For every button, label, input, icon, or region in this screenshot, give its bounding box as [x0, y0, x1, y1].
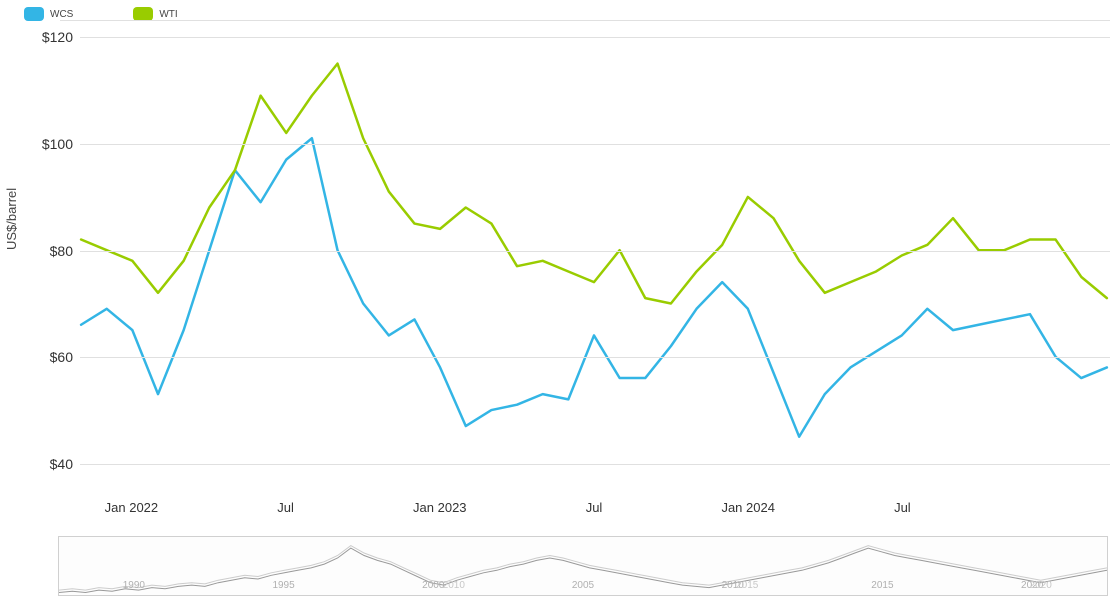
range-tick-label-ghost: 2010 [443, 580, 465, 591]
range-tick-label-ghost: 2015 [736, 580, 758, 591]
legend-label-wti: WTI [159, 9, 177, 20]
x-tick-label: Jul [586, 500, 603, 515]
legend-item-wti[interactable]: WTI [133, 7, 177, 21]
range-tick-label: 2000 [422, 580, 444, 591]
x-tick-label: Jan 2022 [105, 500, 159, 515]
plot-area[interactable]: $40$60$80$100$120Jan 2022JulJan 2023JulJ… [60, 20, 1110, 490]
series-line-wcs [81, 138, 1107, 436]
range-tick-label: 2015 [871, 580, 893, 591]
range-tick-label: 1995 [272, 580, 294, 591]
y-tick-label: $60 [18, 349, 73, 365]
gridline [80, 37, 1110, 38]
gridline [80, 251, 1110, 252]
y-tick-label: $40 [18, 456, 73, 472]
legend-swatch-wti [133, 7, 153, 21]
gridline [80, 144, 1110, 145]
y-tick-label: $80 [18, 243, 73, 259]
range-tick-label: 1990 [123, 580, 145, 591]
y-tick-label: $100 [18, 136, 73, 152]
oil-price-chart: WCS WTI US$/barrel $40$60$80$100$120Jan … [0, 0, 1120, 600]
legend-label-wcs: WCS [50, 9, 73, 20]
x-tick-label: Jan 2024 [721, 500, 775, 515]
gridline [80, 357, 1110, 358]
x-tick-label: Jan 2023 [413, 500, 467, 515]
range-tick-label-ghost: 2020 [1030, 580, 1052, 591]
range-tick-label: 2005 [572, 580, 594, 591]
x-tick-label: Jul [894, 500, 911, 515]
x-tick-label: Jul [277, 500, 294, 515]
gridline [80, 464, 1110, 465]
y-axis-title: US$/barrel [4, 188, 19, 250]
range-selector[interactable]: 1990199520002005201020152020201020152020 [58, 536, 1108, 596]
legend-item-wcs[interactable]: WCS [24, 7, 73, 21]
series-line-wti [81, 64, 1107, 304]
y-tick-label: $120 [18, 29, 73, 45]
chart-lines-svg [60, 21, 1110, 490]
legend-swatch-wcs [24, 7, 44, 21]
